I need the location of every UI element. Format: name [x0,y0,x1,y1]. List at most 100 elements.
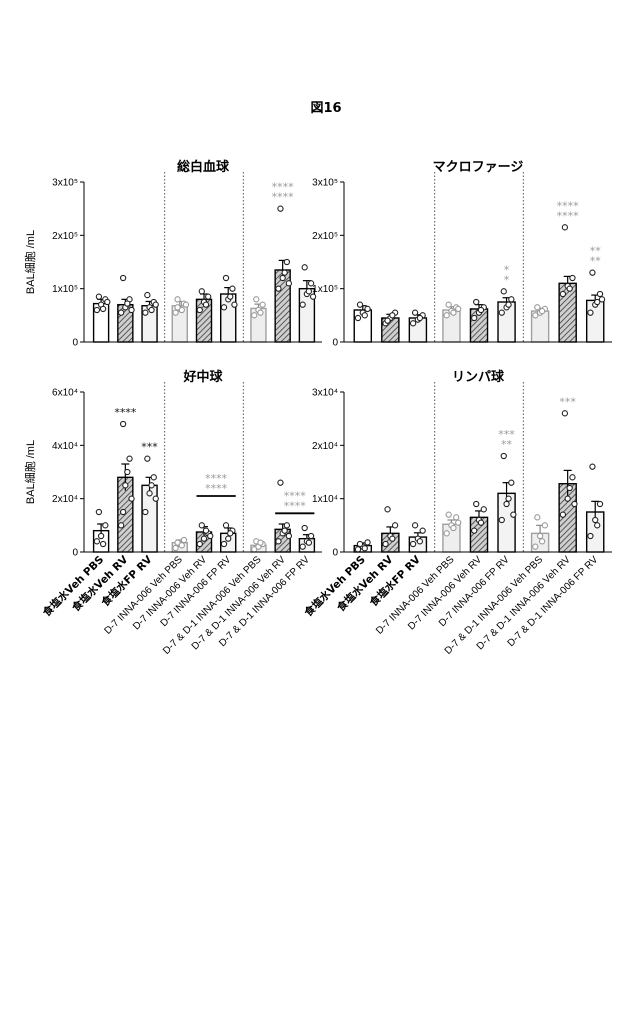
data-point [500,452,507,460]
data-point [455,519,462,526]
data-point [251,312,258,319]
data-point [561,224,569,231]
data-point [275,538,282,545]
data-point [172,544,179,552]
data-point [93,306,101,314]
data-point [99,540,107,548]
data-point [222,522,230,529]
data-point [174,304,181,311]
data-point [453,514,460,521]
y-axis-label: BAL細胞 /mL [24,440,37,504]
data-point [354,314,362,322]
significance-label: **** [284,489,307,502]
data-point [150,474,157,481]
data-point [257,539,264,546]
significance-label: **** [272,191,295,204]
data-point [566,285,573,292]
data-point [227,293,234,300]
data-point [471,527,478,534]
y-tick-label: 2x10⁴ [52,494,78,505]
data-point [587,532,594,540]
data-point [532,312,539,319]
data-point [301,264,308,271]
y-tick-label: 6x10⁴ [52,388,78,399]
significance-label: **** [272,181,295,194]
data-point [455,305,462,313]
data-point [391,522,399,529]
data-point [538,538,546,545]
data-point [356,540,364,548]
data-point [534,304,541,311]
data-point [445,301,452,308]
data-point [122,482,129,489]
data-point [532,543,539,550]
data-point [409,320,417,327]
data-point [117,522,125,529]
data-point [119,274,127,282]
panel-title: リンパ球 [452,369,505,385]
data-point [409,540,417,548]
data-point [443,530,450,537]
significance-label: **** [557,209,580,222]
data-point [277,205,284,212]
data-point [480,506,487,513]
data-point [361,312,368,319]
data-point [307,280,315,287]
y-tick-label: 3x10⁴ [312,388,338,399]
data-point [202,301,210,308]
data-point [594,522,601,529]
data-point [589,463,596,470]
data-point [389,535,396,542]
y-tick-label: 1x10⁴ [312,494,338,505]
data-point [119,420,127,428]
data-point [382,540,389,548]
data-point [152,495,159,502]
y-tick-label: 2x10⁴ [312,441,338,452]
panel-title: 総白血球 [177,159,230,175]
data-point [257,309,264,316]
data-point [411,309,419,316]
data-point [119,508,127,516]
data-point [505,301,512,308]
data-point [598,296,606,303]
data-point [587,309,594,316]
figure-title: 図16 [310,101,341,116]
y-tick-label: 2x10⁵ [52,231,78,242]
x-tick-label: D-7 & D-1 INNA-006 Veh RV [190,554,288,652]
data-point [356,301,364,308]
data-point [128,306,135,314]
data-point [144,455,151,462]
significance-label: *** [141,441,158,454]
data-point [510,511,517,518]
y-tick-label: 0 [332,548,338,559]
data-point [281,269,288,276]
data-point [253,296,260,303]
data-point [198,522,205,529]
data-point [498,309,505,316]
data-point [222,274,230,282]
data-point [144,291,151,299]
data-point [299,543,306,550]
data-point [541,522,549,529]
significance-label: *** [559,395,576,408]
data-point [104,298,111,306]
panel-title: マクロファージ [433,160,524,175]
data-point [198,288,205,295]
data-point [305,539,313,546]
data-point [559,511,567,518]
data-point [200,535,208,542]
data-point [477,519,485,526]
significance-label: ** [590,255,602,268]
data-point [178,542,185,549]
significance-label: **** [205,472,228,485]
data-point [571,500,578,508]
data-point [97,532,105,540]
data-point [182,301,190,308]
data-point [503,500,510,508]
data-point [538,307,546,315]
data-point [172,309,179,316]
y-tick-label: 4x10⁴ [52,441,78,452]
y-tick-label: 1x10⁵ [312,284,338,295]
